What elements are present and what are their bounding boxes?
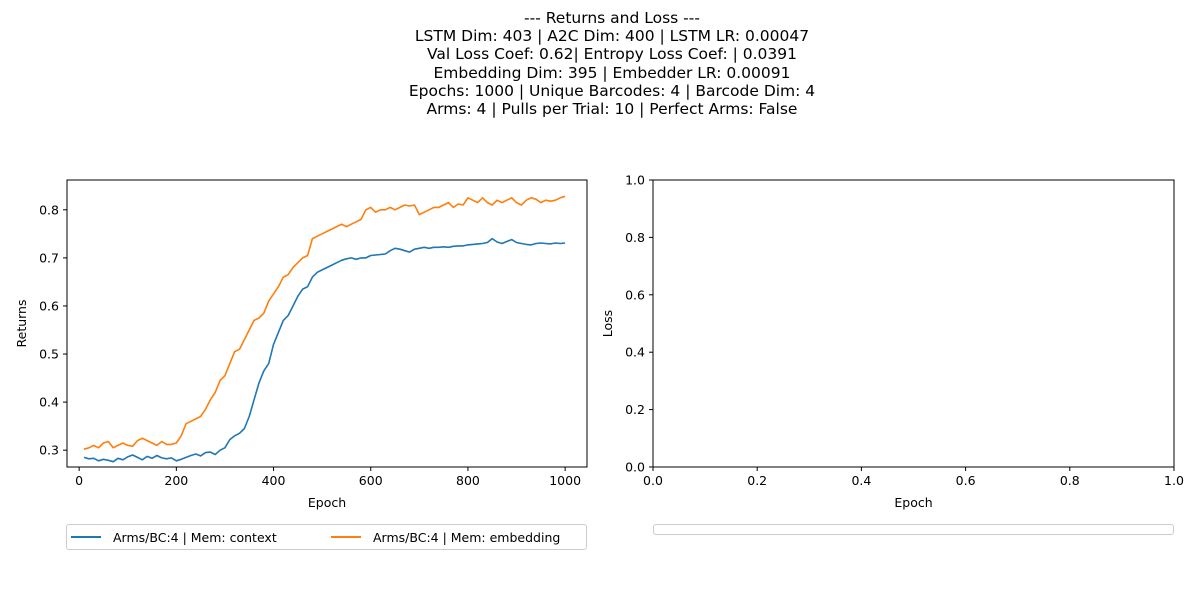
title-line: Arms: 4 | Pulls per Trial: 10 | Perfect … [426,100,798,119]
returns-legend: Arms/BC:4 | Mem: context Arms/BC:4 | Mem… [66,524,587,550]
y-tick-label: 0.8 [39,202,59,217]
returns-plot: 0 200 400 600 800 1000 0.3 0.4 0.5 0.6 0.7 0.8 Epoch… [14,179,588,510]
title-line: Val Loss Coef: 0.62| Entropy Loss Coef: … [427,45,797,64]
series-line-1 [83,195,566,450]
loss-legend [653,524,1174,535]
y-tick-label: 0.5 [39,347,59,362]
series-line-0 [83,237,566,463]
title-line: Embedding Dim: 395 | Embedder LR: 0.0009… [433,63,791,82]
plot-frame [652,179,1175,468]
y-tick-label: 0.8 [625,230,645,245]
y-tick-label: 0.0 [625,460,645,475]
x-tick-label: 1000 [549,473,581,488]
x-tick-label: 200 [164,473,188,488]
y-tick-label: 0.4 [625,345,645,360]
y-tick-label: 0.2 [625,402,645,417]
legend-swatch [71,536,101,538]
x-axis-label: Epoch [894,495,932,510]
legend-swatch [331,536,361,538]
title-line: LSTM Dim: 403 | A2C Dim: 400 | LSTM LR: … [414,27,810,46]
title-line: Epochs: 1000 | Unique Barcodes: 4 | Barc… [408,81,816,100]
legend-label: Arms/BC:4 | Mem: embedding [373,529,561,545]
legend-item-embedding: Arms/BC:4 | Mem: embedding [331,526,560,548]
x-tick-label: 0.4 [851,473,871,488]
x-tick-label: 600 [359,473,383,488]
x-tick-label: 0.2 [747,473,767,488]
y-tick-label: 0.6 [625,287,645,302]
x-axis-label: Epoch [308,495,346,510]
x-tick-label: 400 [262,473,286,488]
loss-plot: 0.0 0.2 0.4 0.6 0.8 1.0 0.0 0.2 0.4 0.6 0.8 1.0 Epoc… [600,173,1184,511]
legend-item-context: Arms/BC:4 | Mem: context [71,526,277,548]
x-tick-label: 0.8 [1060,473,1080,488]
y-axis-label: Loss [600,310,615,337]
title-line: --- Returns and Loss --- [524,9,700,27]
y-axis-label: Returns [14,300,29,348]
y-tick-label: 1.0 [625,173,645,188]
y-tick-label: 0.3 [39,443,59,458]
figure-title: --- Returns and Loss --- LSTM Dim: 403 |… [0,9,1200,118]
legend-label: Arms/BC:4 | Mem: context [113,529,277,545]
x-tick-label: 0.6 [956,473,976,488]
plot-frame [66,179,588,468]
y-tick-label: 0.4 [39,395,59,410]
x-tick-label: 0 [75,473,83,488]
x-tick-label: 1.0 [1164,473,1184,488]
y-tick-label: 0.7 [39,250,59,265]
y-tick-label: 0.6 [39,298,59,313]
x-tick-label: 0.0 [643,473,663,488]
x-tick-label: 800 [456,473,480,488]
